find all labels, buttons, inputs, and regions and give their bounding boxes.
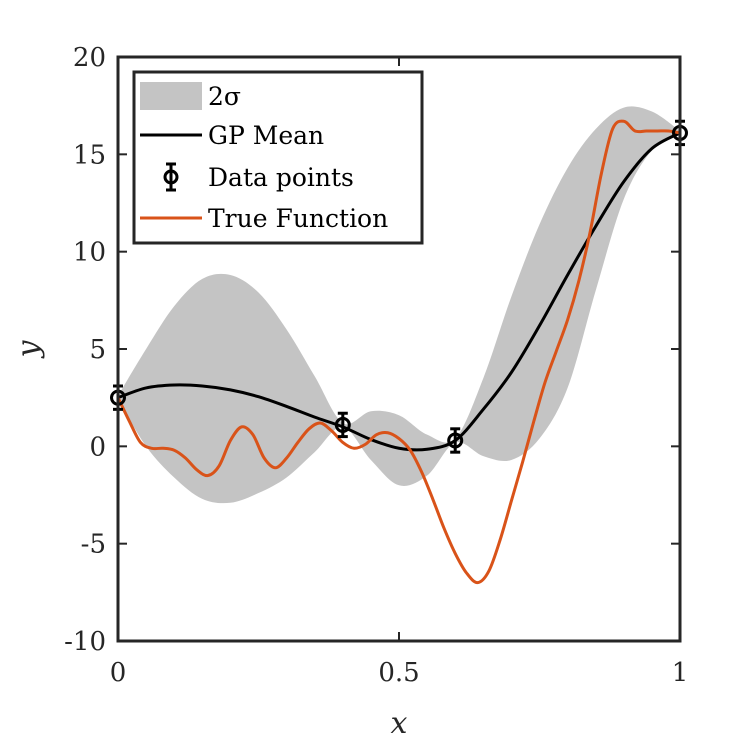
y-tick-label: 0 [89,432,106,462]
data-point [447,427,464,454]
y-tick-label: 5 [89,335,106,365]
legend-swatch-marker [163,169,179,185]
legend-item: True Function [140,204,388,233]
legend: 2σ GP Mean Data points True Function [132,70,424,245]
y-tick-label: 20 [73,43,106,73]
x-tick-label: 0.5 [378,658,419,688]
data-point [334,411,351,439]
legend-item: 2σ [140,82,241,111]
x-tick-label: 0 [110,658,127,688]
y-tick-label: -5 [81,530,106,560]
y-tick-label: 15 [73,140,106,170]
legend-item: GP Mean [140,121,324,150]
legend-label: True Function [208,204,388,233]
legend-swatch-band [140,82,202,110]
legend-label: 2σ [208,82,241,111]
y-axis-label: y [11,339,46,359]
legend-label: GP Mean [208,121,324,150]
y-tick-label: 10 [73,238,106,268]
legend-item: Data points [163,162,354,192]
data-point-marker [447,432,464,449]
x-tick-label: 1 [672,658,689,688]
axes: 0 0.5 1 -10 -5 0 5 10 15 20 x y [11,43,688,741]
legend-label: Data points [208,163,354,192]
data-point-marker [334,416,351,433]
y-tick-label: -10 [64,627,106,657]
true-function-line [116,119,681,585]
x-axis-label: x [391,706,408,741]
